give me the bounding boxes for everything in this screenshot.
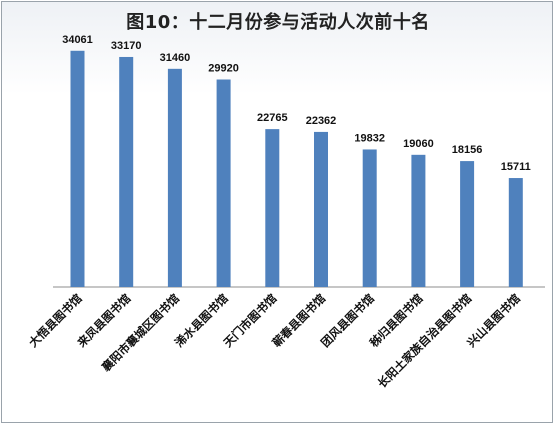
bar — [460, 161, 475, 287]
data-label: 29920 — [208, 63, 239, 75]
x-tick-label: 长阳土家族自治县图书馆 — [375, 291, 475, 391]
bar — [167, 68, 182, 288]
data-label: 19060 — [403, 138, 434, 150]
data-label: 18156 — [452, 144, 483, 156]
bar — [411, 154, 426, 287]
data-label: 33170 — [111, 40, 142, 52]
bar — [70, 50, 85, 288]
data-label: 22362 — [306, 115, 337, 127]
data-label: 15711 — [501, 161, 531, 173]
data-label: 19832 — [354, 132, 385, 144]
bar — [119, 56, 134, 287]
data-label: 22765 — [257, 112, 288, 124]
bar — [314, 131, 328, 287]
bar — [508, 178, 523, 287]
bar — [216, 79, 231, 288]
data-label: 34061 — [62, 34, 93, 46]
bar — [362, 149, 377, 287]
chart-title: 图10：十二月份参与活动人次前十名 — [126, 12, 430, 33]
data-label: 31460 — [160, 52, 191, 64]
x-tick-label: 兴山县图书馆 — [464, 291, 523, 350]
bar — [265, 129, 280, 287]
